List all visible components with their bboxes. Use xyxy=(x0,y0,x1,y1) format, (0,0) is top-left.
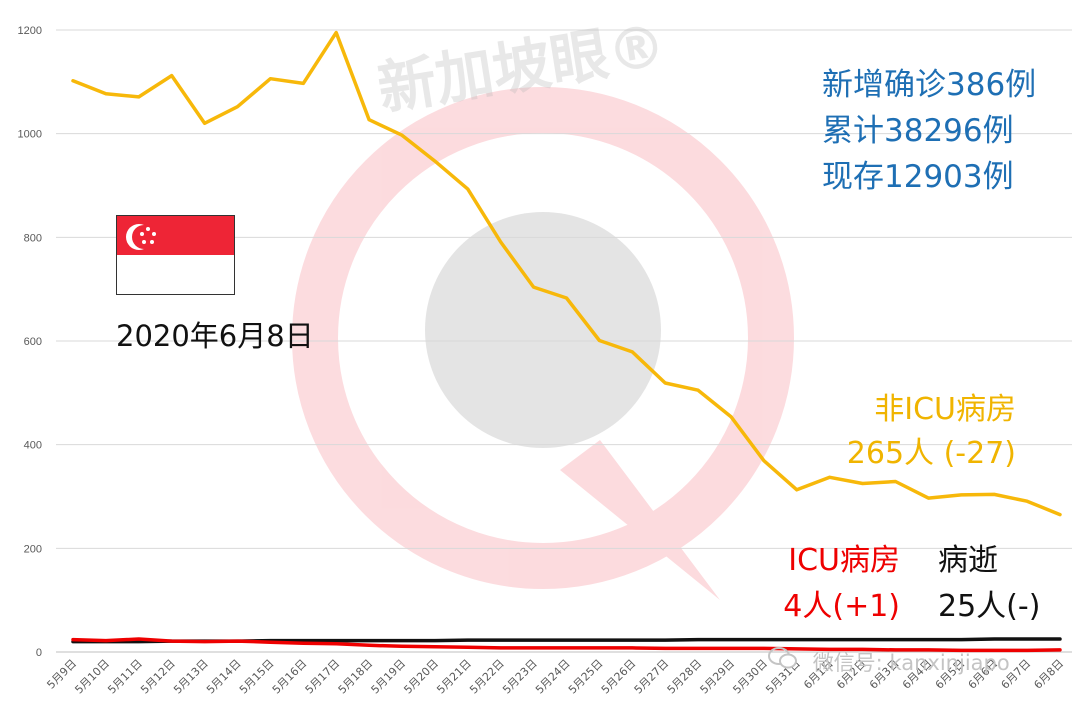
x-tick-label: 5月14日 xyxy=(204,657,244,697)
new-cases-text: 新增确诊386例 xyxy=(822,67,1037,103)
series-line-icu xyxy=(71,637,1062,653)
x-tick-label: 5月22日 xyxy=(467,657,507,697)
background-logo-icon xyxy=(292,87,794,600)
x-tick-label: 5月18日 xyxy=(336,657,376,697)
x-tick-label: 5月13日 xyxy=(171,657,211,697)
y-tick-label: 600 xyxy=(24,336,42,348)
icu-value: 4人(+1) xyxy=(783,589,900,624)
x-tick-label: 5月20日 xyxy=(401,657,441,697)
wechat-id-text: 微信号: kanxinjiapo xyxy=(812,651,1010,675)
x-tick-label: 5月11日 xyxy=(105,657,145,697)
y-tick-label: 1000 xyxy=(18,129,42,141)
x-tick-label: 5月23日 xyxy=(500,657,540,697)
x-tick-label: 5月12日 xyxy=(138,657,178,697)
deaths-title: 病逝 xyxy=(938,543,998,578)
x-tick-label: 6月8日 xyxy=(1031,657,1066,692)
non-icu-value: 265人 (-27) xyxy=(846,436,1016,471)
x-tick-label: 5月10日 xyxy=(72,657,112,697)
gridlines xyxy=(56,29,1072,653)
y-tick-label: 0 xyxy=(36,647,42,659)
y-tick-label: 200 xyxy=(24,543,42,555)
x-tick-label: 5月30日 xyxy=(730,657,770,697)
x-tick-label: 5月15日 xyxy=(237,657,277,697)
total-cases-text: 累计38296例 xyxy=(822,113,1014,149)
x-tick-label: 5月19日 xyxy=(369,657,409,697)
x-tick-label: 5月29日 xyxy=(698,657,738,697)
y-tick-label: 800 xyxy=(24,232,42,244)
active-cases-text: 现存12903例 xyxy=(822,159,1014,195)
y-tick-label: 1200 xyxy=(18,25,42,37)
x-tick-label: 5月24日 xyxy=(533,657,573,697)
series-line-non-icu xyxy=(71,30,1062,517)
icu-label: ICU病房 4人(+1) xyxy=(783,538,900,630)
x-tick-label: 5月28日 xyxy=(665,657,705,697)
non-icu-title: 非ICU病房 xyxy=(874,392,1016,427)
x-tick-label: 5月27日 xyxy=(632,657,672,697)
y-tick-label: 400 xyxy=(24,440,42,452)
x-tick-label: 5月16日 xyxy=(270,657,310,697)
singapore-flag-icon xyxy=(116,215,235,295)
icu-title: ICU病房 xyxy=(788,543,900,578)
y-axis-ticks: 0 200 400 600 800 1000 1200 xyxy=(18,25,42,659)
x-tick-label: 5月26日 xyxy=(599,657,639,697)
date-label: 2020年6月8日 xyxy=(116,319,314,353)
deaths-label: 病逝 25人(-) xyxy=(938,538,1040,630)
non-icu-label: 非ICU病房 265人 (-27) xyxy=(847,388,1016,476)
x-tick-label: 5月21日 xyxy=(434,657,474,697)
deaths-value: 25人(-) xyxy=(938,589,1041,624)
wechat-footer: 微信号: kanxinjiapo xyxy=(768,646,1010,677)
wechat-icon xyxy=(768,646,798,675)
case-summary: 新增确诊386例 累计38296例 现存12903例 xyxy=(822,62,1036,200)
x-tick-label: 5月25日 xyxy=(566,657,606,697)
series-lines xyxy=(71,30,1062,653)
x-tick-label: 5月17日 xyxy=(303,657,343,697)
